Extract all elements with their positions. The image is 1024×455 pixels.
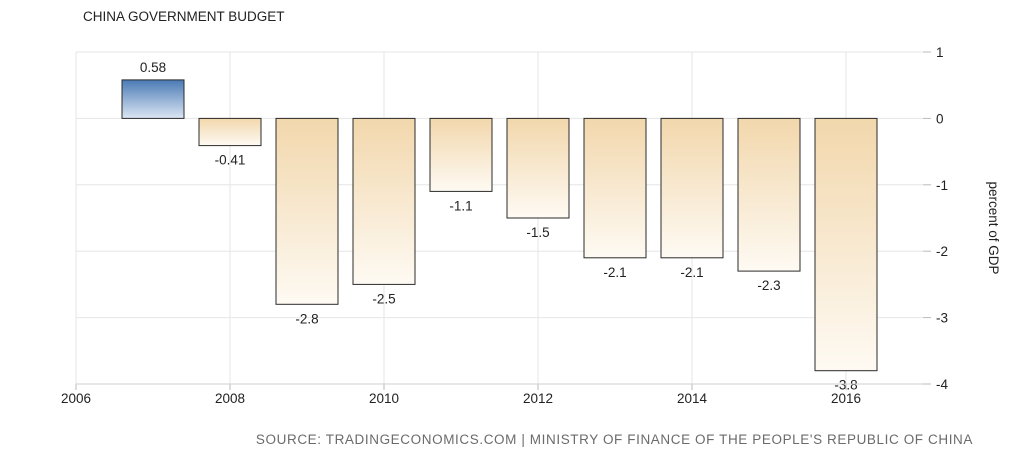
x-axis: 2006 2008 2010 2012 2014 2016 xyxy=(61,383,923,406)
bar xyxy=(275,117,339,305)
y-tick-label: 1 xyxy=(936,45,944,60)
x-tick-label: 2014 xyxy=(677,391,708,406)
bar xyxy=(583,117,647,259)
chart-title: CHINA GOVERNMENT BUDGET xyxy=(83,9,285,24)
source-credit: SOURCE: TRADINGECONOMICS.COM | MINISTRY … xyxy=(256,432,973,447)
bar xyxy=(506,117,570,219)
y-tick-label: -2 xyxy=(936,244,948,259)
x-tick-label: 2006 xyxy=(61,391,91,406)
y-tick-label: 0 xyxy=(936,111,944,126)
bar xyxy=(198,117,262,147)
bar xyxy=(429,117,493,192)
bar-value-label: -1.5 xyxy=(526,225,549,240)
bar xyxy=(121,79,185,119)
bar xyxy=(814,117,878,372)
y-axis-label: percent of GDP xyxy=(986,181,1001,274)
bar-value-label: 0.58 xyxy=(140,60,166,75)
bar-value-label: -2.1 xyxy=(680,265,703,280)
bar xyxy=(737,117,801,272)
bar-value-label: -2.5 xyxy=(372,291,395,306)
x-tick-label: 2010 xyxy=(369,391,399,406)
bar-value-label: -0.41 xyxy=(215,153,246,168)
bar-value-label: -2.8 xyxy=(295,311,318,326)
y-axis: 1 0 -1 -2 -3 -4 xyxy=(923,45,948,392)
x-tick-label: 2016 xyxy=(831,391,861,406)
data-labels: 0.58-0.41-2.8-2.5-1.1-1.5-2.1 -2.1-2.3-3.… xyxy=(140,60,858,393)
bar xyxy=(660,117,724,259)
bar-value-label: -1.1 xyxy=(449,198,472,213)
x-tick-label: 2012 xyxy=(523,391,553,406)
bar-value-label: -2.1 xyxy=(603,265,626,280)
y-tick-label: -3 xyxy=(936,311,948,326)
y-tick-label: -4 xyxy=(936,377,948,392)
bar-value-label: -2.3 xyxy=(757,278,780,293)
bar xyxy=(352,117,416,285)
x-tick-label: 2008 xyxy=(215,391,245,406)
y-tick-label: -1 xyxy=(936,178,948,193)
bars xyxy=(121,79,878,372)
